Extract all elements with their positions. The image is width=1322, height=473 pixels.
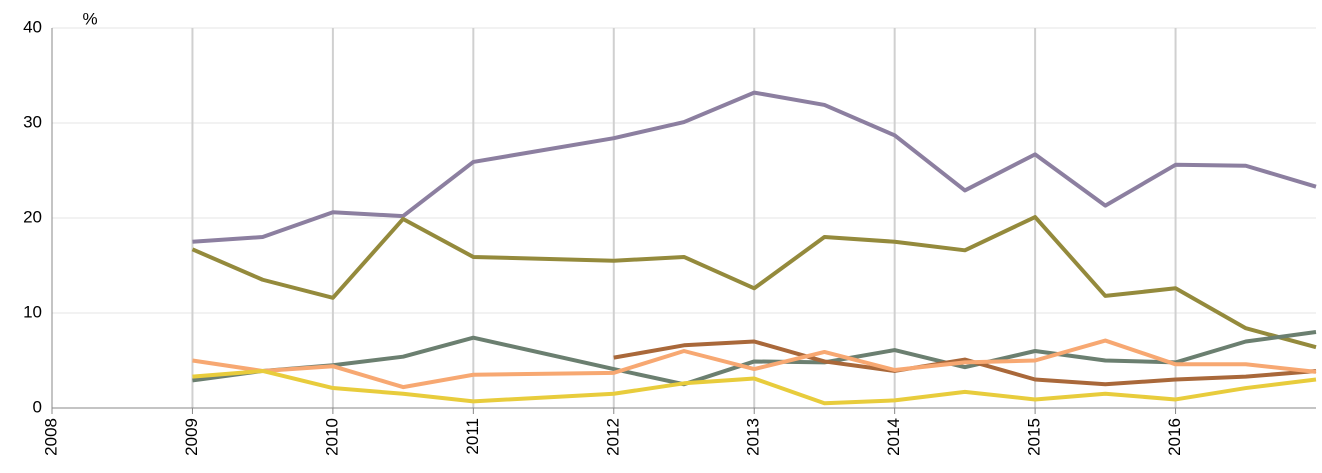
series-line [192, 338, 1317, 390]
y-tick-label: 30 [23, 112, 42, 131]
x-tick-label: 2014 [884, 418, 903, 456]
x-tick-label: 2015 [1025, 418, 1044, 456]
x-tick-label: 2016 [1165, 418, 1184, 456]
y-tick-label: 20 [23, 207, 42, 226]
y-tick-label: 40 [23, 17, 42, 36]
series-line [192, 90, 1317, 244]
x-tick-label: 2009 [182, 418, 201, 456]
y-tick-label: 0 [33, 397, 42, 416]
series-line [192, 368, 1317, 406]
series-line [191, 215, 1317, 350]
x-tick-label: 2008 [41, 418, 60, 456]
y-axis-label: % [82, 9, 97, 28]
x-tick-label: 2013 [744, 418, 763, 456]
series-line [613, 339, 1317, 387]
y-tick-label: 10 [23, 302, 42, 321]
x-tick-label: 2012 [603, 418, 622, 456]
x-tick-label: 2010 [322, 418, 341, 456]
x-tick-label: 2011 [463, 418, 482, 455]
